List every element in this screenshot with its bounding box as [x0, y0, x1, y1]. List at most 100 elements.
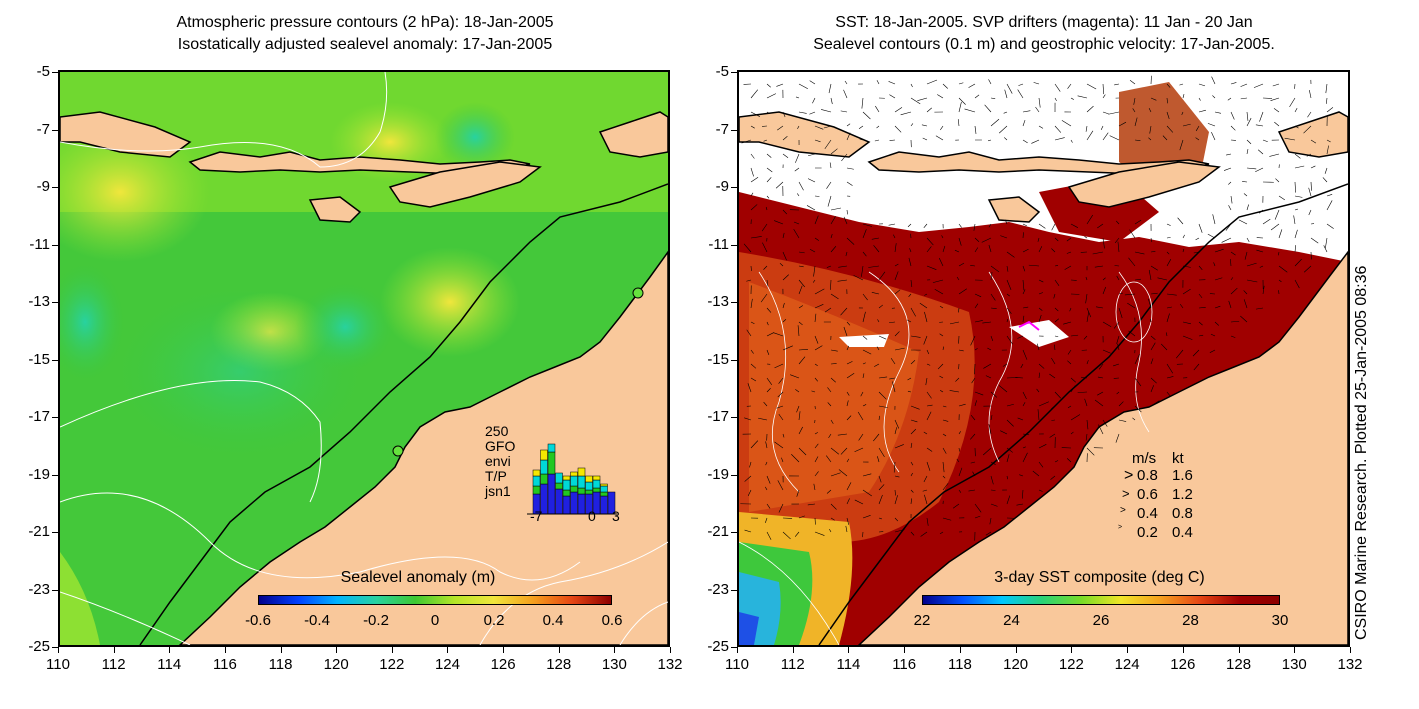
velocity-vector — [926, 517, 929, 526]
velocity-vector — [923, 475, 928, 483]
velocity-vector — [814, 345, 823, 351]
velocity-vector — [974, 247, 979, 253]
velocity-vector — [1038, 372, 1041, 379]
velocity-vector — [1015, 377, 1024, 379]
velocity-vector — [894, 444, 904, 449]
right-ytick-mark — [731, 244, 737, 246]
speed-legend-arrow: > — [1120, 505, 1126, 516]
velocity-vector — [846, 321, 851, 326]
velocity-vector — [1275, 178, 1280, 183]
histogram-bar — [532, 469, 541, 477]
velocity-vector — [958, 82, 964, 85]
velocity-vector — [813, 483, 816, 491]
velocity-vector — [1134, 278, 1141, 281]
velocity-vector — [830, 148, 838, 155]
velocity-vector — [1102, 94, 1106, 99]
velocity-vector — [1308, 209, 1312, 216]
velocity-vector — [1022, 265, 1026, 272]
velocity-vector — [938, 257, 944, 267]
velocity-vector — [1116, 275, 1120, 281]
velocity-vector — [878, 304, 884, 309]
velocity-vector — [1067, 349, 1072, 355]
velocity-vector — [1166, 251, 1170, 255]
histogram-bar — [592, 475, 601, 481]
velocity-vector — [1116, 335, 1120, 344]
velocity-vector — [1000, 430, 1008, 435]
velocity-vector — [1050, 475, 1056, 480]
velocity-vector — [1092, 251, 1104, 255]
left-xtick-label: 116 — [212, 656, 237, 673]
velocity-vector — [1017, 335, 1024, 339]
histogram-bar — [592, 479, 601, 489]
velocity-vector — [957, 119, 960, 127]
velocity-vector — [1022, 402, 1026, 407]
velocity-vector — [846, 167, 854, 170]
velocity-vector — [1306, 153, 1312, 157]
velocity-vector — [750, 153, 755, 159]
velocity-vector — [859, 138, 864, 141]
velocity-vector — [1240, 315, 1248, 323]
velocity-vector — [958, 101, 962, 113]
velocity-vector — [1098, 424, 1104, 435]
velocity-vector — [1102, 132, 1109, 141]
left-ytick-mark — [52, 302, 58, 303]
velocity-vector — [846, 517, 850, 525]
velocity-vector — [990, 293, 996, 301]
velocity-vector — [1118, 307, 1123, 319]
left-ytick-mark — [52, 589, 58, 591]
speed-legend-kt-value: 1.6 — [1172, 467, 1193, 484]
velocity-vector — [1253, 83, 1264, 88]
velocity-vector — [826, 181, 832, 189]
velocity-vector — [926, 404, 933, 407]
velocity-vector — [750, 377, 757, 382]
velocity-vector — [1037, 237, 1040, 242]
velocity-vector — [823, 125, 832, 129]
right-xtick-mark — [1238, 647, 1240, 653]
velocity-vector — [1198, 334, 1204, 337]
velocity-vector — [939, 333, 944, 337]
left-xtick-label: 118 — [268, 656, 293, 673]
velocity-vector — [1214, 248, 1224, 253]
right-xtick-label: 124 — [1114, 656, 1140, 673]
velocity-vector — [1038, 314, 1042, 323]
velocity-vector — [877, 456, 880, 463]
velocity-vector — [806, 205, 816, 211]
velocity-vector — [1198, 307, 1206, 309]
velocity-vector — [1003, 111, 1008, 114]
inset-series-tp: T/P — [485, 468, 507, 484]
left-title-line2: Isostatically adjusted sealevel anomaly:… — [177, 36, 553, 53]
velocity-vector — [1084, 398, 1088, 407]
velocity-vector — [894, 529, 905, 533]
velocity-vector — [910, 472, 913, 477]
left-ytick-label: -21 — [28, 523, 50, 540]
velocity-vector — [987, 347, 992, 351]
velocity-vector — [808, 153, 816, 157]
velocity-vector — [998, 385, 1008, 393]
colorbar-tick-label: 0.4 — [542, 612, 564, 629]
velocity-vector — [878, 484, 885, 491]
velocity-vector — [1022, 110, 1031, 113]
velocity-vector — [1086, 311, 1090, 323]
velocity-vector — [830, 279, 832, 290]
velocity-vector — [1294, 229, 1298, 239]
velocity-vector — [814, 215, 819, 225]
velocity-vector — [878, 415, 880, 421]
velocity-vector — [1182, 288, 1191, 295]
velocity-vector — [988, 79, 992, 85]
velocity-vector — [1109, 135, 1120, 141]
velocity-vector — [862, 373, 865, 379]
velocity-vector — [1198, 265, 1203, 271]
velocity-vector — [990, 415, 993, 421]
velocity-vector — [814, 443, 819, 449]
histogram-bar — [600, 491, 608, 497]
velocity-vector — [1148, 137, 1152, 141]
colorbar-tick-label: 24 — [1003, 612, 1020, 629]
right-xtick-label: 122 — [1058, 656, 1084, 673]
velocity-vector — [1198, 223, 1203, 233]
inset-ymax-label: 250 — [485, 423, 509, 439]
velocity-vector — [1022, 248, 1029, 253]
left-xtick-label: 112 — [101, 656, 126, 673]
velocity-vector — [894, 125, 902, 133]
velocity-vector — [926, 79, 938, 85]
velocity-vector — [830, 207, 842, 211]
